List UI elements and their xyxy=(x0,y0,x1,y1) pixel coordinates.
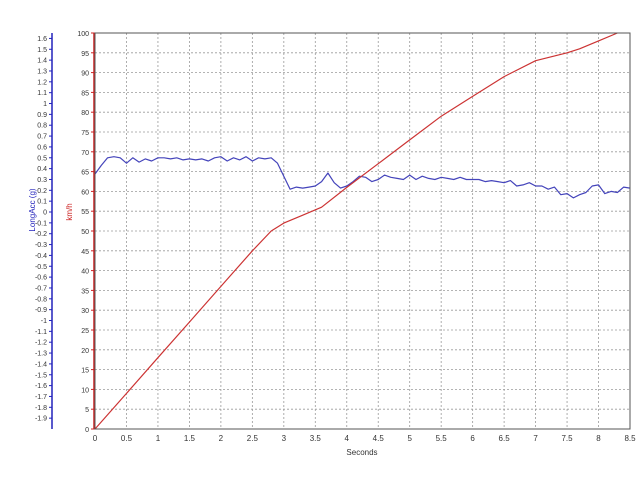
y-left-tick-label: -0.4 xyxy=(35,253,47,260)
y-left-tick-label: -1.7 xyxy=(35,394,47,401)
x-tick-label: 6.5 xyxy=(499,434,511,443)
x-tick-label: 7.5 xyxy=(561,434,573,443)
y-left-tick-label: 0.3 xyxy=(37,177,47,184)
y-right-tick-label: 60 xyxy=(81,189,89,196)
x-tick-label: 7 xyxy=(533,434,538,443)
series-layer xyxy=(94,32,631,430)
y-left-tick-label: -0.2 xyxy=(35,231,47,238)
x-tick-label: 0 xyxy=(93,434,98,443)
y-left-tick-label: 0.1 xyxy=(37,199,47,206)
y-right-tick-label: 5 xyxy=(85,407,89,414)
y-right-tick-label: 90 xyxy=(81,71,89,78)
y-left-tick-label: 0.8 xyxy=(37,123,47,130)
y-left-tick-label: -0.5 xyxy=(35,264,47,271)
y-left-tick-label: -1.1 xyxy=(35,329,47,336)
x-tick-label: 3.5 xyxy=(310,434,322,443)
x-tick-label: 2 xyxy=(219,434,224,443)
y-right-tick-label: 50 xyxy=(81,229,89,236)
y-left-tick-label: -1 xyxy=(41,318,47,325)
y-right-tick-label: 75 xyxy=(81,130,89,137)
y-left-tick-label: 1.3 xyxy=(37,68,47,75)
x-tick-label: 8.5 xyxy=(624,434,636,443)
y-right-tick-label: 85 xyxy=(81,90,89,97)
y-left-tick-label: 0.6 xyxy=(37,144,47,151)
y-left-tick-label: -1.2 xyxy=(35,340,47,347)
y-left-tick-label: 0 xyxy=(43,210,47,217)
y-left-tick-label: -0.9 xyxy=(35,307,47,314)
x-tick-label: 6 xyxy=(470,434,475,443)
y-left-tick-label: 1.5 xyxy=(37,47,47,54)
y-right-tick-label: 30 xyxy=(81,308,89,315)
plot-frame xyxy=(94,32,631,430)
y-right-tick-label: 80 xyxy=(81,110,89,117)
y-left-tick-label: 0.5 xyxy=(37,155,47,162)
x-tick-label: 4.5 xyxy=(373,434,385,443)
y-right-tick-label: 95 xyxy=(81,51,89,58)
y-right-tick-label: 20 xyxy=(81,348,89,355)
y-left-tick-label: 1.4 xyxy=(37,58,47,65)
y-left-tick-label: 0.7 xyxy=(37,134,47,141)
y-left-tick-label: 1.2 xyxy=(37,79,47,86)
y-left-tick-label: -1.8 xyxy=(35,405,47,412)
y-left-tick-label: -0.6 xyxy=(35,275,47,282)
y-left-tick-label: 0.2 xyxy=(37,188,47,195)
y-right-tick-label: 35 xyxy=(81,288,89,295)
x-tick-label: 0.5 xyxy=(121,434,133,443)
y-left-tick-label: 1 xyxy=(43,101,47,108)
y-left-tick-label: -1.4 xyxy=(35,361,47,368)
x-axis: 0 0.5 1 1.5 2 2.5 3 3.5 4 4.5 5 5.5 6 6.5 7 7.5 8 8.5 xyxy=(93,434,636,443)
x-tick-label: 3 xyxy=(282,434,287,443)
y-left-tick-label: -1.3 xyxy=(35,351,47,358)
x-tick-label: 1 xyxy=(156,434,161,443)
y-right-tick-label: 70 xyxy=(81,150,89,157)
right-axis: 1009590858075706560555045403530252015105… xyxy=(77,31,95,434)
y-right-tick-label: 45 xyxy=(81,249,89,256)
x-tick-label: 1.5 xyxy=(184,434,196,443)
y-left-tick-label: -0.8 xyxy=(35,296,47,303)
y-right-tick-label: 15 xyxy=(81,368,89,375)
y-right-tick-label: 65 xyxy=(81,170,89,177)
y-right-tick-label: 100 xyxy=(77,31,89,38)
x-tick-label: 8 xyxy=(596,434,601,443)
y-right-tick-label: 40 xyxy=(81,269,89,276)
y-right-tick-label: 25 xyxy=(81,328,89,335)
x-axis-label: Seconds xyxy=(346,448,377,457)
x-tick-label: 5 xyxy=(407,434,412,443)
y-left-tick-label: -0.1 xyxy=(35,220,47,227)
y-left-tick-label: -1.9 xyxy=(35,416,47,423)
y-right-label: km/h xyxy=(65,203,74,220)
y-right-tick-label: 10 xyxy=(81,387,89,394)
x-tick-label: 2.5 xyxy=(247,434,259,443)
series-line-longacc xyxy=(94,156,631,199)
y-right-tick-label: 55 xyxy=(81,209,89,216)
y-left-tick-label: -1.6 xyxy=(35,383,47,390)
y-left-label: LongAcc (g) xyxy=(28,188,37,231)
y-right-tick-label: 0 xyxy=(85,427,89,434)
y-left-tick-label: -1.5 xyxy=(35,372,47,379)
y-left-tick-label: 0.4 xyxy=(37,166,47,173)
x-tick-label: 5.5 xyxy=(436,434,448,443)
x-tick-label: 4 xyxy=(345,434,350,443)
series-line-speed xyxy=(94,32,618,430)
y-left-tick-label: -0.7 xyxy=(35,285,47,292)
y-left-tick-label: -0.3 xyxy=(35,242,47,249)
left-axis: 1.6 1.5 1.4 1.3 1.2 1.1 1 0.9 0.8 0.7 0.6 0.5 0.4 0.3… xyxy=(35,33,53,429)
y-left-tick-label: 1.1 xyxy=(37,90,47,97)
y-left-tick-label: 0.9 xyxy=(37,112,47,119)
y-left-tick-label: 1.6 xyxy=(37,36,47,43)
grid xyxy=(95,33,630,429)
